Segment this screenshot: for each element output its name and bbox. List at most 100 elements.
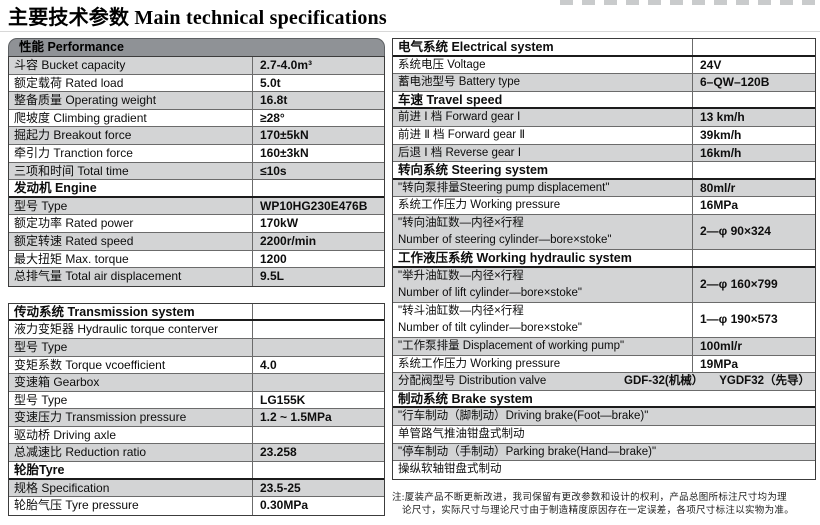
row-value: 160±3kN [252, 144, 384, 162]
transmission-tyre-table: 传动系统 Transmission system 液力变矩器 Hydraulic … [8, 302, 385, 516]
row-value [252, 462, 384, 478]
row-value: 9.5L [252, 268, 384, 286]
row-label: 掘起力 Breakout force [14, 128, 132, 143]
row-value: 19MPa [692, 355, 815, 373]
row-value: 16MPa [692, 197, 815, 214]
row-value: 170±5kN [252, 127, 384, 144]
section-header-row: 发动机 Engine [9, 180, 384, 198]
row-value: WP10HG230E476B [252, 197, 384, 215]
row-label: 蓄电池型号 Battery type [398, 76, 521, 89]
row-value: LG155K [252, 391, 384, 409]
row-value [252, 426, 384, 444]
spec-row: 蓄电池型号 Battery type 6–QW–120B [393, 74, 815, 92]
spec-row: 额定转速 Rated speed 2200r/min [9, 232, 384, 251]
row-label: 工作液压系统 Working hydraulic system [398, 251, 632, 266]
row-value: ≤10s [252, 162, 384, 180]
row-label: "转向油缸数—内径×行程 Number of steering cylinder—… [393, 215, 692, 249]
row-value: 39km/h [692, 126, 815, 144]
section-header-row: 电气系统 Electrical system [393, 39, 815, 57]
row-label: "停车制动（手制动）Parking brake(Hand—brake)" [398, 445, 657, 458]
row-label: 变矩系数 Torque vcoefficient [14, 357, 166, 372]
row-value: 5.0t [252, 74, 384, 92]
spec-row: 液力变矩器 Hydraulic torque conterver [9, 321, 384, 339]
row-value [252, 180, 384, 196]
performance-engine-table: 斗容 Bucket capacity 2.7-4.0m³ 额定载荷 Rated lo… [8, 56, 385, 287]
row-value: 16km/h [692, 144, 815, 162]
row-label-line-1: "转向油缸数—内径×行程 [398, 216, 524, 229]
row-value [252, 321, 384, 338]
cropped-header-artifact [560, 0, 818, 5]
row-label: 最大扭矩 Max. torque [14, 251, 129, 266]
row-label: 系统电压 Voltage [398, 58, 486, 71]
row-value [692, 39, 815, 55]
spec-row: "停车制动（手制动）Parking brake(Hand—brake)" [393, 443, 815, 462]
row-label: 额定功率 Rated power [14, 216, 134, 231]
row-label: 发动机 Engine [14, 181, 97, 196]
row-label: 轮胎Tyre [14, 463, 65, 478]
row-label: 制动系统 Brake system [398, 391, 533, 406]
section-header-performance: 性能 Performance [8, 38, 385, 56]
spec-row: "转斗油缸数—内径×行程 Number of tilt cylinder—bore… [393, 302, 815, 339]
row-label: "工作泵排量 Displacement of working pump" [398, 340, 625, 353]
spec-row: 总减速比 Reduction ratio 23.258 [9, 444, 384, 463]
row-label: 额定转速 Rated speed [14, 233, 134, 248]
row-value: 24V [692, 56, 815, 74]
spec-row: 系统工作压力 Working pressure 16MPa [393, 197, 815, 215]
left-column: 性能 Performance 斗容 Bucket capacity 2.7-4.0… [8, 38, 385, 516]
row-label: 变速压力 Transmission pressure [14, 410, 187, 425]
row-value: 23.5-25 [252, 479, 384, 497]
row-label-line-1: "举升油缸数—内径×行程 [398, 269, 524, 282]
section-header-row: 制动系统 Brake system [393, 391, 815, 409]
title-divider [0, 31, 820, 32]
row-label: 额定载荷 Rated load [14, 75, 124, 90]
row-label: 液力变矩器 Hydraulic torque conterver [14, 322, 219, 337]
row-value: 80ml/r [692, 179, 815, 197]
spec-row: "举升油缸数—内径×行程 Number of lift cylinder—bore… [393, 267, 815, 303]
row-value-pilot: YGDF32（先导） [719, 375, 810, 388]
row-label: 总减速比 Reduction ratio [14, 445, 147, 460]
section-header-row: 轮胎Tyre [9, 462, 384, 480]
row-label: 轮胎气压 Tyre pressure [14, 498, 139, 513]
spec-row: 前进 Ⅱ 档 Forward gear Ⅱ 39km/h [393, 126, 815, 145]
row-label-line-2: Number of lift cylinder—bore×stoke" [398, 286, 583, 299]
spec-row: 单管路气推油钳盘式制动 [393, 426, 815, 444]
row-value: 2200r/min [252, 232, 384, 250]
spec-row: 三项和时间 Total time ≤10s [9, 162, 384, 181]
spec-row: 变速箱 Gearbox [9, 374, 384, 392]
row-label: 斗容 Bucket capacity [14, 58, 126, 72]
spec-row: 分配阀型号 Distribution valve GDF-32(机械） YGDF32… [393, 373, 815, 391]
row-value [692, 250, 815, 266]
row-label: 转向系统 Steering system [398, 163, 549, 178]
row-value: 13 km/h [692, 109, 815, 126]
spec-row: 爬坡度 Climbing gradient ≥28° [9, 109, 384, 128]
page-title: 主要技术参数 Main technical specifications [8, 7, 387, 29]
row-value [252, 374, 384, 391]
spec-row: 操纵软轴钳盘式制动 [393, 461, 815, 479]
row-label: 型号 Type [14, 339, 68, 354]
spec-row: 总排气量 Total air displacement 9.5L [9, 268, 384, 286]
section-header-row: 传动系统 Transmission system [9, 303, 384, 322]
row-value [692, 91, 815, 108]
spec-row: 规格 Specification 23.5-25 [9, 479, 384, 498]
row-value: 2.7-4.0m³ [252, 57, 384, 74]
row-label: 总排气量 Total air displacement [14, 269, 182, 284]
row-label: 后退 Ⅰ 档 Reverse gear Ⅰ [398, 146, 522, 159]
spec-row: 额定载荷 Rated load 5.0t [9, 74, 384, 93]
footnote: 注:厦装产品不断更新改进，我司保留有更改参数和设计的权利，产品总图所标注尺寸均为… [392, 492, 816, 519]
section-header-row: 工作液压系统 Working hydraulic system [393, 250, 815, 268]
row-label: 系统工作压力 Working pressure [398, 199, 561, 212]
row-value [692, 162, 815, 178]
spec-row: 型号 Type LG155K [9, 391, 384, 410]
spec-row: 斗容 Bucket capacity 2.7-4.0m³ [9, 57, 384, 75]
row-label: 变速箱 Gearbox [14, 375, 100, 390]
spec-row: 驱动桥 Driving axle [9, 426, 384, 445]
row-value: 16.8t [252, 92, 384, 109]
row-label: 车速 Travel speed [398, 92, 503, 107]
spec-row: 最大扭矩 Max. torque 1200 [9, 250, 384, 269]
spec-row: 系统工作压力 Working pressure 19MPa [393, 355, 815, 374]
row-label-line-2: Number of tilt cylinder—bore×stoke" [398, 322, 583, 335]
row-label: 爬坡度 Climbing gradient [14, 110, 147, 125]
row-label: 分配阀型号 Distribution valve [398, 375, 547, 388]
spec-row: "工作泵排量 Displacement of working pump" 100m… [393, 338, 815, 356]
row-label: 单管路气推油钳盘式制动 [398, 428, 525, 441]
